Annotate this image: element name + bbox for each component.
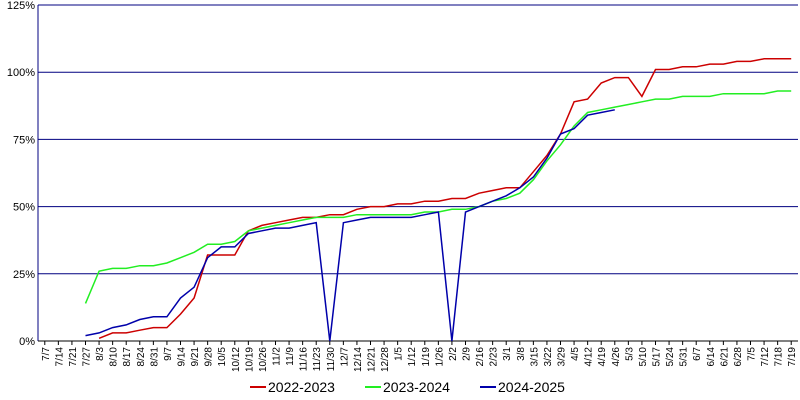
y-tick-label: 0% bbox=[19, 336, 35, 348]
series-line bbox=[85, 109, 615, 342]
x-tick-label: 5/10 bbox=[638, 347, 649, 367]
x-tick-label: 12/21 bbox=[367, 347, 378, 372]
x-tick-label: 8/17 bbox=[122, 347, 133, 367]
x-tick-label: 11/23 bbox=[312, 347, 323, 372]
x-tick-label: 1/26 bbox=[434, 347, 445, 367]
x-tick-label: 7/18 bbox=[774, 347, 785, 367]
y-tick-label: 100% bbox=[7, 67, 35, 79]
x-tick-label: 5/24 bbox=[665, 347, 676, 367]
x-tick-label: 11/9 bbox=[285, 347, 296, 366]
series-line bbox=[98, 58, 792, 339]
x-tick-label: 3/8 bbox=[516, 347, 527, 361]
x-tick-label: 7/19 bbox=[787, 347, 798, 367]
y-tick-label: 75% bbox=[13, 134, 35, 146]
y-tick-label: 25% bbox=[13, 269, 35, 281]
legend-label: 2023-2024 bbox=[383, 379, 450, 395]
legend-label: 2022-2023 bbox=[268, 379, 335, 395]
y-tick-label: 50% bbox=[13, 202, 35, 214]
x-tick-label: 3/1 bbox=[502, 347, 513, 361]
x-tick-label: 5/3 bbox=[624, 347, 635, 361]
x-tick-label: 4/5 bbox=[570, 347, 581, 361]
x-tick-label: 7/12 bbox=[760, 347, 771, 367]
x-tick-label: 12/14 bbox=[353, 347, 364, 372]
x-tick-label: 6/21 bbox=[719, 347, 730, 367]
x-tick-label: 6/14 bbox=[706, 347, 717, 367]
x-tick-label: 9/28 bbox=[204, 347, 215, 367]
x-tick-label: 6/7 bbox=[692, 347, 703, 361]
x-tick-label: 8/31 bbox=[149, 347, 160, 367]
x-tick-label: 3/22 bbox=[543, 347, 554, 367]
x-tick-label: 2/16 bbox=[475, 347, 486, 367]
y-tick-label: 125% bbox=[7, 0, 35, 12]
x-tick-label: 8/10 bbox=[109, 347, 120, 367]
x-tick-label: 7/7 bbox=[41, 347, 52, 361]
x-tick-label: 1/19 bbox=[421, 347, 432, 367]
x-tick-label: 8/3 bbox=[95, 347, 106, 361]
x-tick-label: 9/21 bbox=[190, 347, 201, 367]
x-tick-label: 2/2 bbox=[448, 347, 459, 361]
x-tick-label: 2/9 bbox=[462, 347, 473, 361]
x-tick-label: 9/7 bbox=[163, 347, 174, 361]
x-tick-label: 9/14 bbox=[177, 347, 188, 367]
x-tick-label: 2/23 bbox=[489, 347, 500, 367]
x-tick-label: 12/28 bbox=[380, 347, 391, 372]
x-tick-label: 4/12 bbox=[584, 347, 595, 367]
x-tick-label: 1/12 bbox=[407, 347, 418, 367]
x-tick-label: 11/16 bbox=[299, 347, 310, 372]
x-tick-label: 12/7 bbox=[339, 347, 350, 367]
x-tick-label: 10/19 bbox=[244, 347, 255, 372]
x-tick-label: 7/21 bbox=[68, 347, 79, 367]
x-tick-label: 7/14 bbox=[54, 347, 65, 367]
x-tick-label: 10/5 bbox=[217, 347, 228, 367]
x-tick-label: 11/30 bbox=[326, 347, 337, 372]
x-tick-label: 6/28 bbox=[733, 347, 744, 367]
x-tick-label: 7/5 bbox=[747, 347, 758, 361]
x-tick-label: 4/26 bbox=[611, 347, 622, 367]
x-tick-label: 1/5 bbox=[394, 347, 405, 361]
x-tick-label: 10/26 bbox=[258, 347, 269, 372]
x-tick-label: 4/19 bbox=[597, 347, 608, 367]
x-tick-label: 3/15 bbox=[529, 347, 540, 367]
x-tick-label: 10/12 bbox=[231, 347, 242, 372]
x-tick-label: 5/31 bbox=[679, 347, 690, 367]
x-tick-label: 11/2 bbox=[272, 347, 283, 366]
x-tick-label: 7/27 bbox=[82, 347, 93, 367]
series-line bbox=[84, 90, 792, 304]
legend-label: 2024-2025 bbox=[498, 379, 565, 395]
x-tick-label: 3/29 bbox=[557, 347, 568, 367]
x-tick-label: 8/24 bbox=[136, 347, 147, 367]
x-tick-label: 5/17 bbox=[652, 347, 663, 367]
